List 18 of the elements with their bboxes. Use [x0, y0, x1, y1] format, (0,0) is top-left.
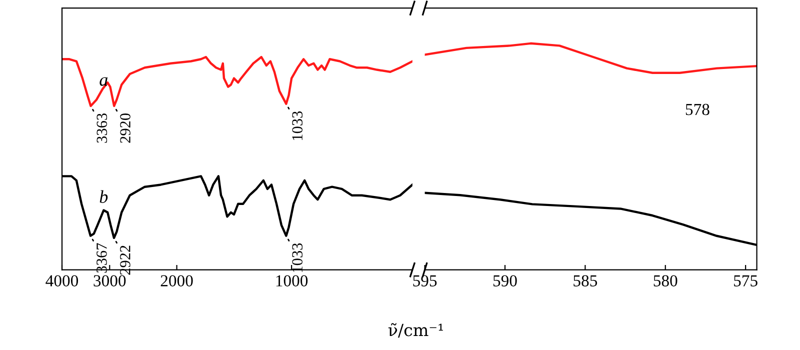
x-axis-title: ν̃/cm⁻¹ [388, 323, 443, 338]
x-tick-label: 580 [654, 275, 678, 286]
x-tick-label: 595 [413, 275, 437, 286]
x-tick-label: 575 [734, 275, 758, 286]
series-label: b [100, 190, 108, 203]
series-label: a [100, 77, 108, 86]
annotation: 3367 [96, 243, 107, 273]
x-tick-label: 585 [574, 275, 598, 286]
x-tick-label: 4000 [46, 275, 78, 286]
annotation: 1033 [292, 111, 302, 140]
annotation: 3363 [96, 114, 108, 143]
x-tick-label: 590 [493, 275, 517, 286]
annotation: 2920 [120, 113, 130, 143]
annotation: 578 [686, 104, 710, 116]
x-tick-label: 1000 [276, 275, 308, 286]
annotation: 2922 [120, 246, 130, 275]
x-tick-label: 2000 [160, 275, 193, 286]
x-tick-label: 3000 [94, 275, 126, 286]
